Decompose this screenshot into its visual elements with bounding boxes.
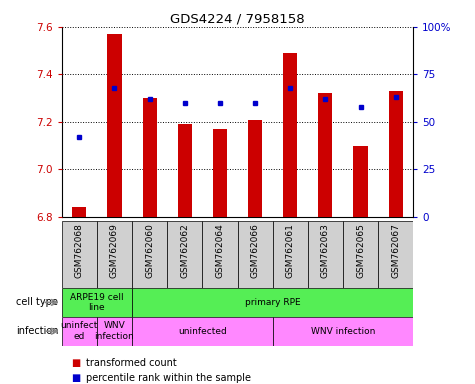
Bar [273,317,413,346]
Text: GSM762062: GSM762062 [180,223,189,278]
Bar [132,221,167,288]
Text: ■: ■ [71,373,80,383]
Text: GSM762065: GSM762065 [356,223,365,278]
Bar [62,288,132,317]
Bar [308,221,343,288]
Bar [178,124,192,217]
Text: WNV infection: WNV infection [311,327,375,336]
Bar [343,221,378,288]
Bar [107,34,122,217]
Bar [167,221,202,288]
Text: GSM762061: GSM762061 [286,223,294,278]
Bar [353,146,368,217]
Text: GSM762064: GSM762064 [216,223,224,278]
Bar [389,91,403,217]
Text: uninfect
ed: uninfect ed [61,321,98,341]
Bar [62,317,97,346]
Title: GDS4224 / 7958158: GDS4224 / 7958158 [170,13,305,26]
Bar [132,317,273,346]
Bar [238,221,273,288]
Text: ■: ■ [71,358,80,368]
Text: uninfected: uninfected [178,327,227,336]
Text: WNV
infection: WNV infection [95,321,134,341]
Text: transformed count: transformed count [86,358,176,368]
Text: ARPE19 cell
line: ARPE19 cell line [70,293,124,312]
Text: infection: infection [16,326,58,336]
Text: GSM762067: GSM762067 [391,223,400,278]
Text: GSM762066: GSM762066 [251,223,259,278]
Bar [378,221,413,288]
Bar [72,207,86,217]
Bar [273,221,308,288]
Text: GSM762063: GSM762063 [321,223,330,278]
Text: percentile rank within the sample: percentile rank within the sample [86,373,250,383]
Text: primary RPE: primary RPE [245,298,301,307]
Bar [132,288,413,317]
Bar [213,129,227,217]
Bar [97,221,132,288]
Bar [318,93,332,217]
Bar [248,119,262,217]
Bar [62,221,97,288]
Text: cell type: cell type [16,297,58,308]
Bar [97,317,132,346]
Text: GSM762069: GSM762069 [110,223,119,278]
Text: GSM762060: GSM762060 [145,223,154,278]
Bar [142,98,157,217]
Text: GSM762068: GSM762068 [75,223,84,278]
Bar [202,221,238,288]
Bar [283,53,297,217]
